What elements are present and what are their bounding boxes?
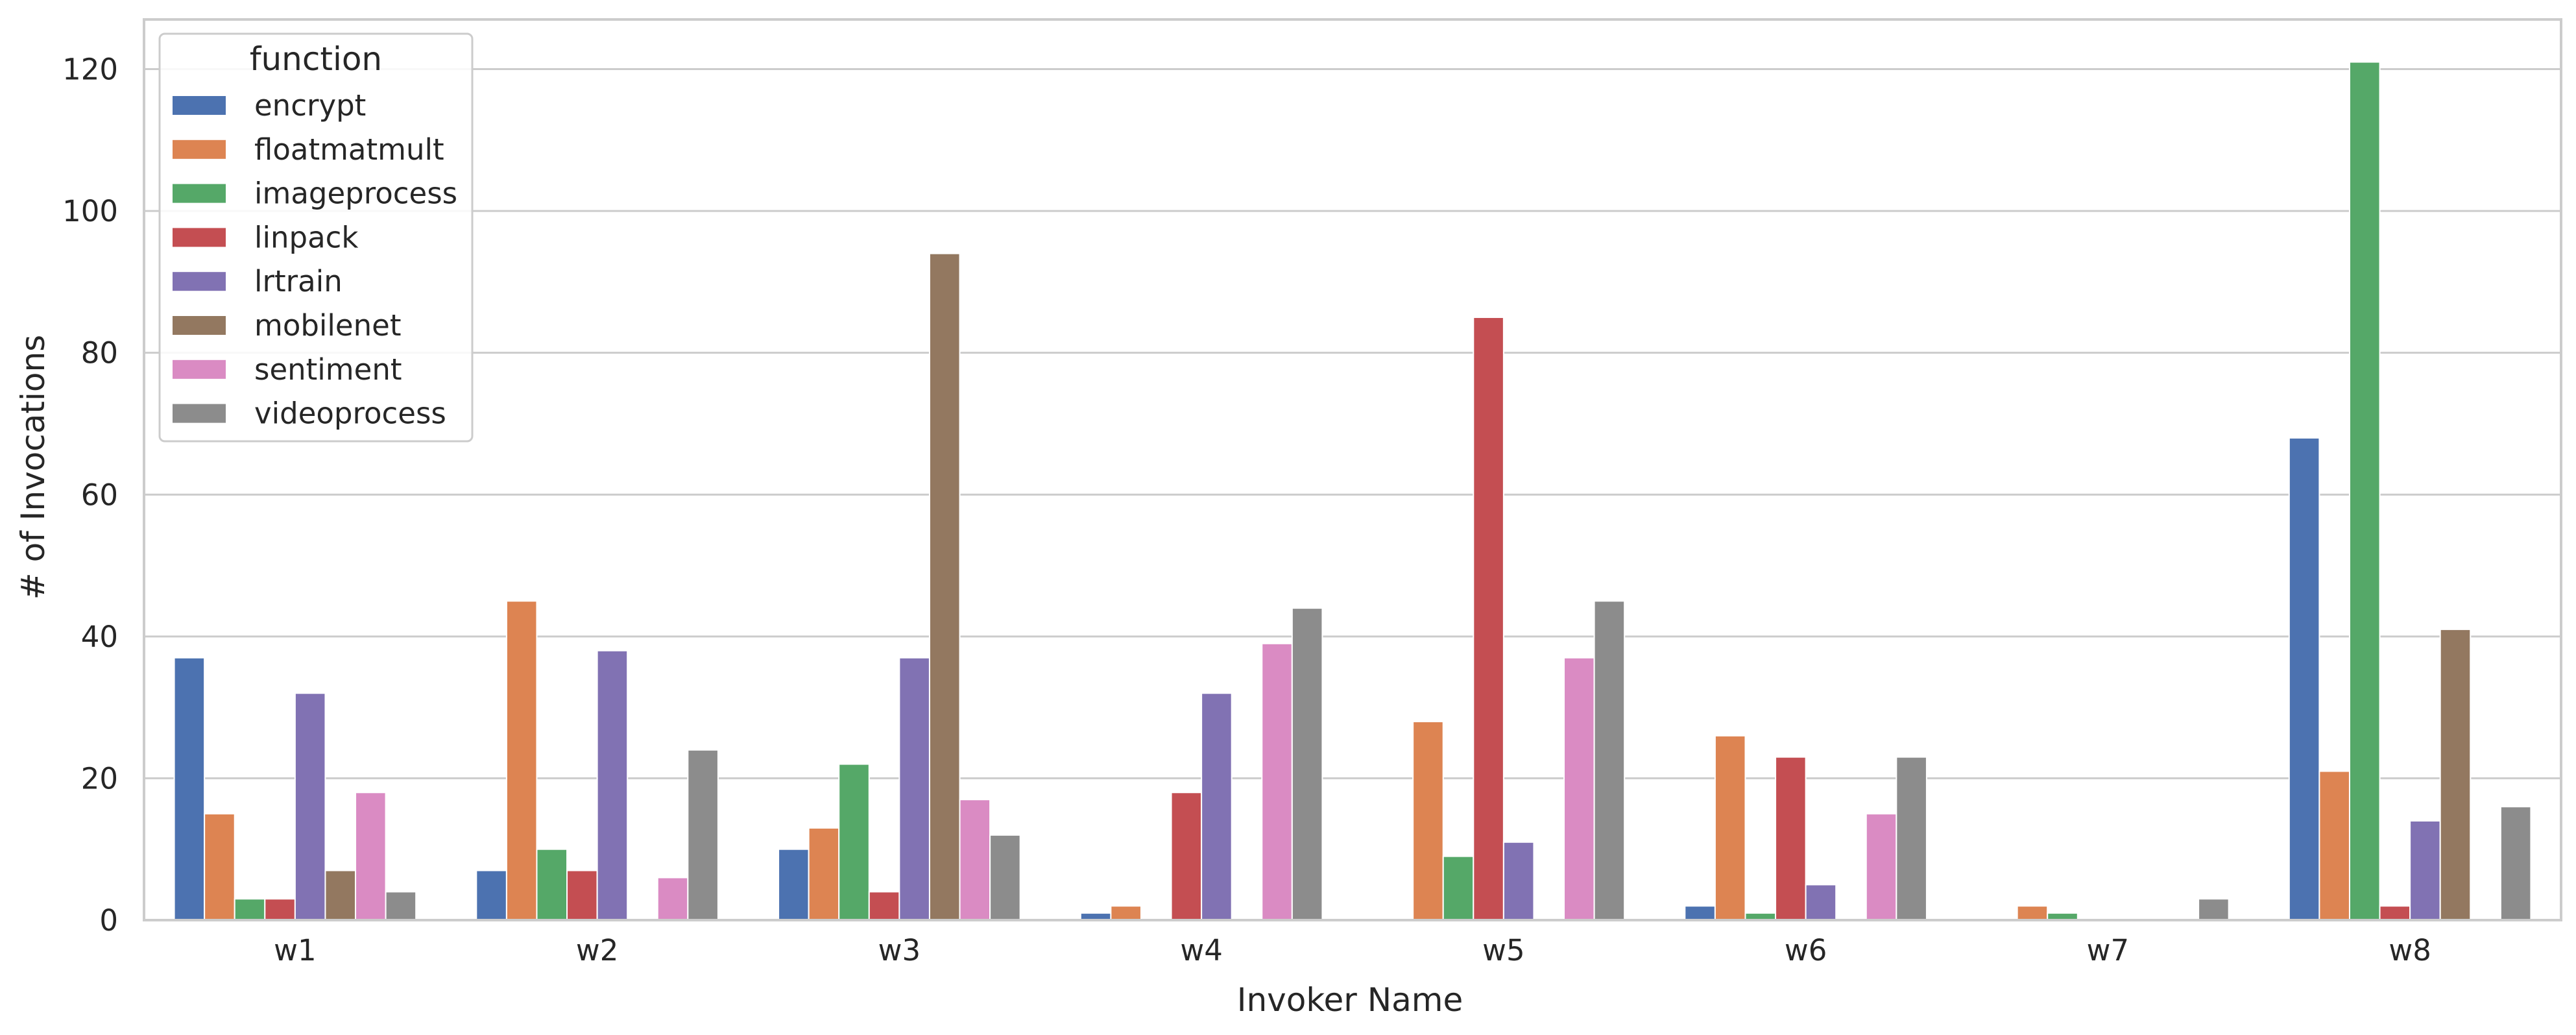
bar-imageprocess-w5 (1442, 855, 1475, 921)
y-tick-label: 120 (62, 53, 118, 87)
bar-floatmatmult-w7 (2016, 905, 2049, 921)
x-tick-label: w3 (878, 933, 921, 968)
bar-sentiment-w2 (656, 877, 689, 921)
x-tick-label: w7 (2087, 933, 2129, 968)
bar-lrtrain-w1 (294, 692, 326, 921)
bar-floatmatmult-w3 (808, 827, 840, 921)
legend-swatch-videoprocess (173, 404, 226, 423)
legend-title: function (250, 40, 382, 78)
x-tick-label: w6 (1785, 933, 1827, 968)
bar-encrypt-w1 (173, 657, 206, 921)
bar-floatmatmult-w6 (1714, 735, 1746, 921)
legend-items: encrypt floatmatmult imageprocess linpack lr… (173, 88, 457, 431)
bar-lrtrain-w6 (1805, 884, 1837, 921)
x-axis-label: Invoker Name (1237, 981, 1463, 1019)
y-axis-label: # of Invocations (14, 335, 52, 600)
bar-sentiment-w6 (1865, 813, 1897, 921)
y-tick-label: 60 (81, 478, 118, 512)
x-tick-label: w4 (1180, 933, 1222, 968)
bar-floatmatmult-w5 (1412, 720, 1444, 921)
x-tick-labels: w1 w2 w3 w4 w5 w6 w7 w8 (274, 933, 2431, 968)
bar-imageprocess-w3 (838, 763, 870, 921)
y-tick-label: 100 (62, 194, 118, 228)
bar-floatmatmult-w1 (204, 813, 235, 921)
x-tick-label: w2 (576, 933, 618, 968)
legend-swatch-floatmatmult (173, 140, 226, 159)
bar-floatmatmult-w2 (505, 600, 538, 921)
bar-videoprocess-w3 (989, 834, 1021, 921)
legend-label-linpack: linpack (254, 220, 358, 254)
legend-box (158, 32, 474, 443)
legend-swatch-linpack (173, 228, 226, 247)
bar-videoprocess-w5 (1593, 600, 1626, 921)
bar-sentiment-w3 (959, 799, 991, 921)
y-tick-label: 40 (81, 620, 118, 654)
bar-lrtrain-w2 (596, 650, 629, 921)
bar-linpack-w5 (1473, 317, 1504, 921)
bar-videoprocess-w1 (385, 891, 417, 921)
x-tick-label: w5 (1482, 933, 1524, 968)
bar-videoprocess-w4 (1291, 607, 1323, 921)
legend-swatch-mobilenet (173, 316, 226, 335)
plot-frame (143, 18, 2562, 921)
bar-encrypt-w3 (778, 848, 810, 921)
y-tick-labels: 0 20 40 60 80 100 120 (62, 53, 118, 938)
legend-swatch-sentiment (173, 359, 226, 379)
bar-sentiment-w1 (355, 792, 387, 921)
bar-lrtrain-w3 (898, 657, 930, 921)
bar-floatmatmult-w4 (1110, 905, 1142, 921)
y-tick-label: 20 (81, 761, 118, 796)
bar-linpack-w2 (566, 870, 598, 921)
legend-label-lrtrain: lrtrain (254, 264, 343, 298)
bar-videoprocess-w6 (1896, 756, 1927, 921)
bar-videoprocess-w7 (2198, 898, 2230, 921)
bar-mobilenet-w8 (2439, 628, 2472, 921)
bar-sentiment-w5 (1563, 657, 1595, 921)
bar-lrtrain-w8 (2409, 820, 2441, 921)
legend-label-mobilenet: mobilenet (254, 308, 401, 343)
bar-linpack-w3 (868, 891, 900, 921)
legend-swatch-encrypt (173, 96, 226, 115)
bar-lrtrain-w4 (1201, 692, 1233, 921)
x-tick-label: w8 (2389, 933, 2431, 968)
legend: function encrypt floatmatmult imageprocess… (158, 32, 474, 443)
bar-videoprocess-w2 (687, 749, 719, 921)
y-tick-label: 80 (81, 336, 118, 371)
legend-label-imageprocess: imageprocess (254, 177, 457, 211)
y-tick-label: 0 (99, 903, 118, 938)
bar-sentiment-w4 (1261, 642, 1293, 921)
bar-mobilenet-w1 (324, 870, 357, 921)
legend-label-encrypt: encrypt (254, 88, 366, 123)
legend-swatch-imageprocess (173, 184, 226, 203)
bar-imageprocess-w1 (234, 898, 266, 921)
bar-linpack-w1 (264, 898, 296, 921)
bar-videoprocess-w8 (2499, 806, 2532, 921)
legend-label-sentiment: sentiment (254, 352, 402, 387)
bar-mobilenet-w3 (928, 252, 961, 921)
legend-swatch-lrtrain (173, 272, 226, 291)
bar-linpack-w8 (2379, 905, 2411, 921)
legend-label-floatmatmult: floatmatmult (254, 132, 444, 167)
x-tick-label: w1 (274, 933, 316, 968)
bar-encrypt-w6 (1684, 905, 1716, 921)
bar-lrtrain-w5 (1502, 841, 1535, 921)
bar-encrypt-w8 (2288, 437, 2320, 921)
bar-linpack-w4 (1170, 792, 1203, 921)
bars (173, 61, 2532, 921)
bar-imageprocess-w8 (2348, 61, 2381, 921)
bar-imageprocess-w2 (536, 848, 568, 921)
legend-label-videoprocess: videoprocess (254, 396, 446, 431)
bar-linpack-w6 (1775, 756, 1807, 921)
bar-floatmatmult-w8 (2318, 770, 2350, 921)
bar-encrypt-w2 (475, 870, 507, 921)
